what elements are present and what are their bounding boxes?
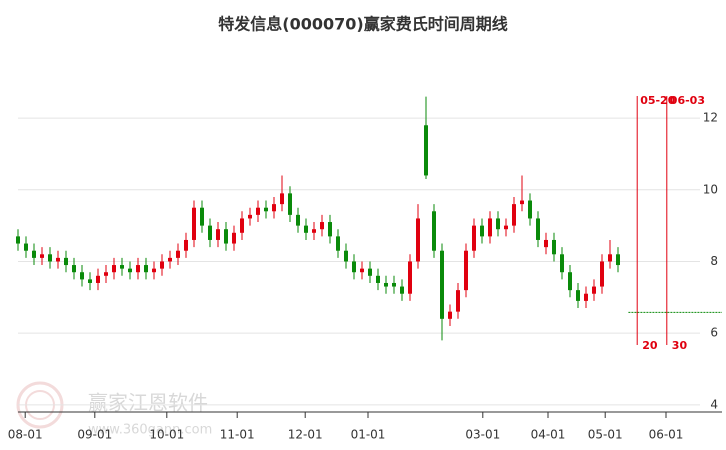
x-tick-label: 04-01 (531, 428, 566, 442)
candle-body (376, 275, 380, 283)
candle-body (400, 286, 404, 294)
x-tick-label: 11-01 (220, 428, 255, 442)
candle-body (496, 218, 500, 230)
candle-body (600, 261, 604, 287)
candle-body (544, 239, 548, 248)
candle-body (424, 125, 428, 176)
candle-body (296, 214, 300, 226)
x-tick-label: 03-01 (465, 428, 500, 442)
candle-body (40, 254, 44, 258)
candle-body (208, 225, 212, 240)
candle-body (96, 275, 100, 283)
candle-body (368, 268, 372, 276)
candle-body (568, 272, 572, 291)
cycle-count-label: 20 (642, 339, 658, 352)
candle-body (264, 207, 268, 212)
candle-body (160, 261, 164, 269)
candle-body (248, 214, 252, 219)
candle-body (256, 207, 260, 215)
candle-body (136, 265, 140, 273)
candle-body (176, 250, 180, 258)
candle-body (192, 207, 196, 240)
candle-body (144, 265, 148, 273)
candle-body (120, 265, 124, 269)
candle-body (168, 257, 172, 262)
candle-body (456, 290, 460, 312)
candle-body (448, 311, 452, 319)
candle-body (72, 265, 76, 273)
chart-title: 特发信息(000070)赢家费氏时间周期线 (218, 15, 507, 34)
candle-body (280, 193, 284, 205)
candle-body (416, 218, 420, 262)
candle-body (312, 229, 316, 233)
candle-body (432, 211, 436, 251)
candle-body (16, 236, 20, 244)
y-tick-label: 8 (710, 254, 718, 268)
candle-body (352, 261, 356, 273)
cycle-date-label: 06-03 (670, 94, 705, 107)
candle-body (232, 232, 236, 244)
x-tick-label: 06-01 (649, 428, 684, 442)
candle-body (552, 239, 556, 255)
candle-body (472, 225, 476, 251)
candle-body (440, 250, 444, 319)
candle-body (504, 225, 508, 230)
candle-body (528, 200, 532, 219)
candle-body (56, 257, 60, 262)
candle-body (608, 254, 612, 262)
x-tick-label: 12-01 (288, 428, 323, 442)
candle-body (48, 254, 52, 262)
candle-body (360, 268, 364, 273)
watermark-url: www.360gann.com (88, 423, 212, 438)
cycle-count-label: 30 (672, 339, 688, 352)
candle-body (288, 193, 292, 215)
candle-body (408, 261, 412, 294)
candle-body (24, 243, 28, 251)
candle-body (240, 218, 244, 233)
candle-body (584, 293, 588, 301)
candle-body (512, 204, 516, 226)
x-tick-label: 08-01 (8, 428, 43, 442)
candle-body (328, 222, 332, 237)
candle-body (200, 207, 204, 226)
candle-body (592, 286, 596, 294)
candle-body (88, 279, 92, 283)
candle-body (304, 225, 308, 233)
candle-body (216, 229, 220, 240)
candle-body (184, 239, 188, 251)
y-tick-label: 4 (710, 397, 718, 411)
candle-body (392, 282, 396, 287)
candle-body (536, 218, 540, 240)
x-tick-label: 01-01 (351, 428, 386, 442)
candle-body (560, 254, 564, 273)
x-tick-label: 09-01 (77, 428, 112, 442)
x-tick-label: 05-01 (588, 428, 623, 442)
candle-body (576, 290, 580, 301)
candle-body (272, 204, 276, 212)
y-tick-label: 12 (703, 111, 718, 125)
candle-body (224, 229, 228, 244)
x-tick-label: 10-01 (149, 428, 184, 442)
candle-body (480, 225, 484, 237)
candle-body (320, 222, 324, 230)
candle-body (32, 250, 36, 258)
candle-body (488, 218, 492, 237)
candle-body (616, 254, 620, 266)
candle-body (520, 200, 524, 205)
candle-body (80, 272, 84, 280)
y-tick-label: 10 (703, 182, 718, 196)
candle-body (384, 282, 388, 287)
candle-body (128, 268, 132, 273)
candle-body (64, 257, 68, 266)
candle-body (104, 272, 108, 276)
candle-body (336, 236, 340, 251)
watermark-text: 赢家江恩软件 (88, 391, 208, 415)
candle-body (464, 250, 468, 291)
y-tick-label: 6 (710, 326, 718, 340)
candle-body (344, 250, 348, 262)
candle-body (112, 265, 116, 273)
candle-body (152, 268, 156, 273)
